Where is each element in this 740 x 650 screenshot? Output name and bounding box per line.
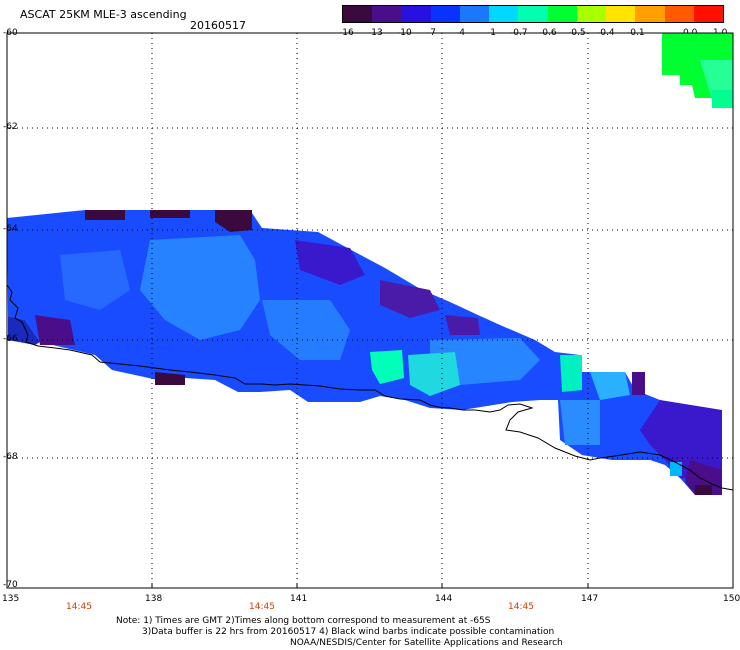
lat-label: -70	[3, 580, 18, 590]
map-frame	[6, 32, 734, 589]
note-line-3: NOAA/NESDIS/Center for Satellite Applica…	[290, 638, 563, 648]
lon-label: 141	[290, 594, 308, 604]
colorbar-swatch	[635, 6, 665, 22]
lon-label: 144	[435, 594, 453, 604]
lon-label: 138	[145, 594, 163, 604]
map-gridlines	[7, 33, 733, 588]
lat-label: -68	[3, 452, 18, 462]
colorbar-swatch	[489, 6, 519, 22]
note-line-2: 3)Data buffer is 22 hrs from 20160517 4)…	[142, 627, 555, 637]
lat-label: -66	[3, 334, 18, 344]
colorbar-swatch	[606, 6, 636, 22]
time-label: 14:45	[249, 602, 275, 612]
map-title: ASCAT 25KM MLE-3 ascending	[20, 8, 187, 21]
colorbar-swatch	[459, 6, 490, 22]
colorbar-swatch	[372, 6, 402, 22]
map-date: 20160517	[190, 19, 246, 32]
colorbar-swatch	[518, 6, 548, 22]
colorbar-swatch	[664, 6, 694, 22]
time-label: 14:45	[66, 602, 92, 612]
wind-data-swath	[7, 210, 722, 495]
colorbar-swatch	[430, 6, 460, 22]
coastline	[6, 284, 734, 491]
colorbar-swatch	[547, 6, 577, 22]
lat-label: -64	[3, 224, 18, 234]
colorbar-swatch	[693, 6, 724, 22]
colorbar-swatch	[576, 6, 607, 22]
colorbar-swatch	[343, 6, 373, 22]
colorbar	[342, 5, 724, 23]
lon-label: 147	[581, 594, 599, 604]
colorbar-swatch	[401, 6, 431, 22]
lon-label: 135	[2, 594, 20, 604]
lon-label: 150	[723, 594, 740, 604]
time-label: 14:45	[508, 602, 534, 612]
lat-label: -60	[3, 28, 18, 38]
green-data-block	[662, 33, 733, 108]
note-line-1: Note: 1) Times are GMT 2)Times along bot…	[116, 616, 491, 626]
axis-ticks	[7, 127, 589, 588]
lat-label: -62	[3, 122, 18, 132]
